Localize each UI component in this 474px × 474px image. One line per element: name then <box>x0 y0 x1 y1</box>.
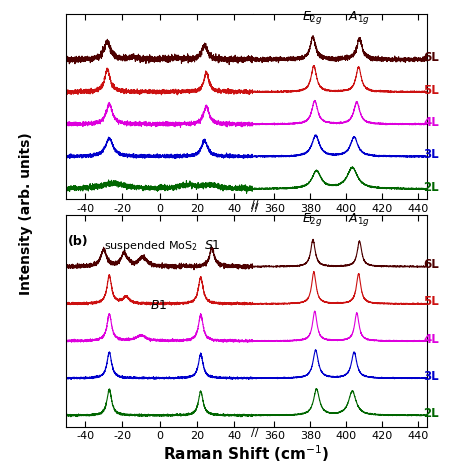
Text: //: // <box>251 203 259 213</box>
Text: 3L: 3L <box>423 370 438 383</box>
Text: 6L: 6L <box>423 51 439 64</box>
Text: $E_{2g}$: $E_{2g}$ <box>302 9 322 26</box>
Text: $A_{1g}$: $A_{1g}$ <box>347 9 370 26</box>
Text: 2L: 2L <box>423 407 438 420</box>
Text: $A_{1g}$: $A_{1g}$ <box>347 210 370 228</box>
Text: (b): (b) <box>68 235 89 248</box>
Text: 3L: 3L <box>423 148 438 162</box>
Text: 4L: 4L <box>423 333 439 346</box>
Text: Raman Shift (cm$^{-1}$): Raman Shift (cm$^{-1}$) <box>163 443 330 464</box>
Text: suspended MoS$_2$: suspended MoS$_2$ <box>104 239 198 253</box>
Text: 4L: 4L <box>423 116 439 129</box>
Text: 2L: 2L <box>423 181 438 194</box>
Text: Intensity (arb. units): Intensity (arb. units) <box>19 132 33 295</box>
Text: //: // <box>251 428 259 438</box>
Text: $S1$: $S1$ <box>204 239 221 252</box>
Text: //: // <box>251 201 259 210</box>
Text: 5L: 5L <box>423 84 439 97</box>
Text: 5L: 5L <box>423 295 439 309</box>
Text: 6L: 6L <box>423 258 439 271</box>
Text: $B1$: $B1$ <box>150 299 168 312</box>
Text: $E_{2g}$: $E_{2g}$ <box>302 210 322 228</box>
